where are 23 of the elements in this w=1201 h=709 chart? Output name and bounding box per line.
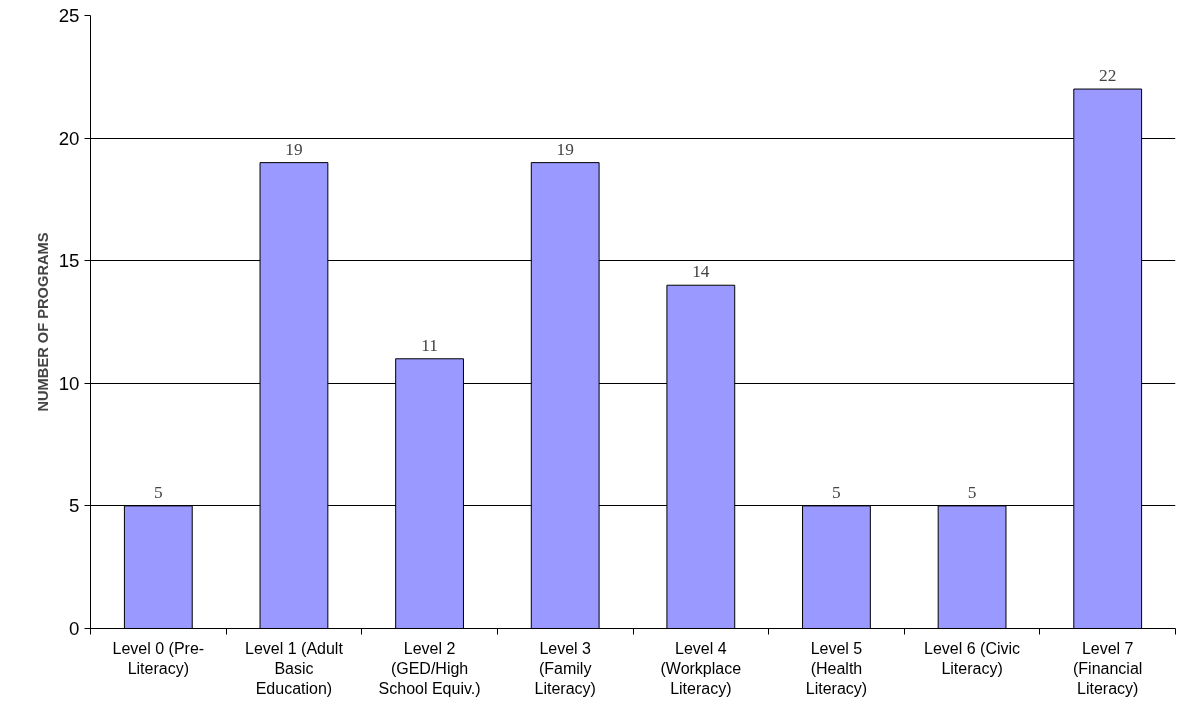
y-tick-label: 25 (58, 5, 80, 26)
y-tick-label: 15 (58, 250, 80, 272)
data-label: 22 (1099, 66, 1117, 86)
data-label: 19 (556, 139, 574, 159)
y-tick-label: 5 (69, 495, 80, 517)
y-tick-label: 20 (58, 127, 80, 149)
x-tick-label: Level 0 (Pre-Literacy) (112, 639, 205, 677)
data-label: 5 (832, 482, 841, 502)
x-tick-label: Level 6 (Civic Literacy) (924, 639, 1021, 677)
data-label: 14 (692, 262, 710, 282)
x-tick-label: Level 3 (Family Literacy) (534, 639, 596, 698)
y-tick-label: 0 (69, 618, 80, 639)
data-label: 11 (421, 335, 438, 355)
data-label: 19 (285, 139, 303, 159)
x-tick-label: Level 1 (Adult Basic Education) (245, 639, 344, 698)
y-tick-label: 10 (58, 372, 80, 394)
x-tick-label: Level 5 (Health Literacy) (805, 639, 868, 698)
y-axis-title: NUMBER OF PROGRAMS (34, 232, 51, 412)
data-label: 5 (153, 482, 163, 502)
x-tick-label: Level 2 (GED/High School Equiv.) (378, 639, 481, 698)
x-tick-label: Level 4 (Workplace Literacy) (660, 639, 742, 698)
data-label: 5 (967, 482, 977, 502)
x-tick-label: Level 7 (Financial Literacy) (1073, 639, 1143, 698)
